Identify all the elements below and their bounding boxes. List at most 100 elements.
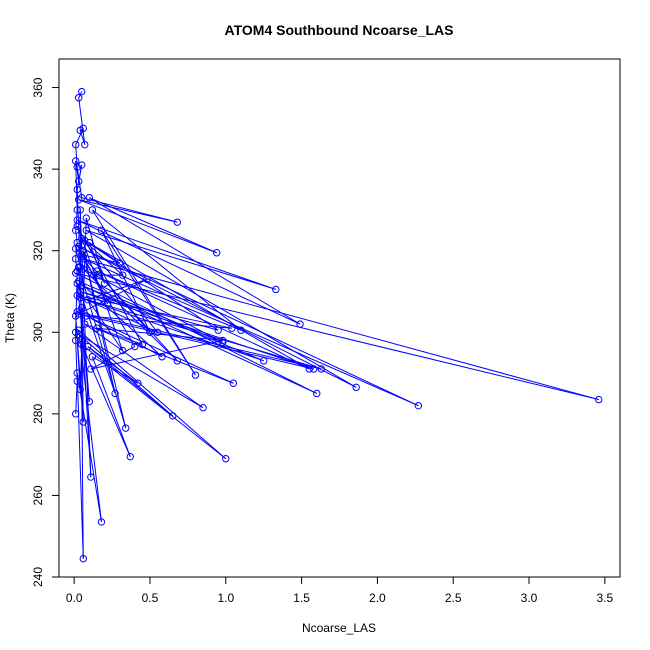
x-tick-label: 1.5 [293,591,310,605]
data-point [88,206,97,214]
data-point [71,157,80,165]
series-line-segment [78,313,314,370]
series-line-segment [81,344,131,457]
data-point [79,253,87,261]
series-line-segment [77,311,322,370]
series-line-segment [75,160,78,210]
series-line-segment [89,197,217,254]
data-point [212,249,221,257]
chart-title: ATOM4 Southbound Ncoarse_LAS [225,22,454,38]
series-line-segment [81,238,124,276]
data-point [79,124,87,133]
series-line-segment [87,278,148,301]
series-line-segment [92,209,242,331]
data-point [259,357,268,365]
data-point [73,308,81,316]
data-point [82,226,90,235]
series-line-segment [86,315,163,358]
data-point [73,279,81,288]
data-point [237,326,245,334]
data-point [71,336,80,345]
x-tick-label: 1.0 [217,591,234,605]
data-point [75,196,83,204]
data-point [219,336,227,345]
x-axis: 0.0 0.5 1.0 1.5 2.0 2.5 3.0 3.5 [66,576,614,605]
series-line-segment [87,346,139,384]
y-tick-label: 300 [31,322,45,342]
x-axis-label: Ncoarse_LAS [302,621,376,635]
data-point [272,285,280,294]
data-point [173,218,181,226]
data-point [85,193,94,202]
data-point [75,277,83,285]
x-tick-label: 2.5 [445,591,462,605]
data-point [88,353,97,361]
series-line-segment [75,230,78,243]
data-point [310,365,318,373]
series-line-segment [75,381,78,414]
data-point [73,238,81,247]
data-point [173,357,181,365]
series-line-segment [101,230,151,333]
data-point [73,377,81,385]
data-point [219,338,227,347]
data-point [87,365,95,373]
data-point [85,397,94,406]
data-point [75,94,83,102]
series-line-segment [77,295,232,329]
data-point [90,271,98,279]
series-line-segment [83,258,599,401]
data-point [71,328,80,336]
data-point [111,389,119,398]
data-point [71,140,80,149]
data-point [191,371,200,379]
data-point [79,418,87,426]
data-point [131,342,139,351]
series-layer [71,87,603,563]
data-point [73,369,81,377]
y-tick-label: 260 [31,485,45,505]
data-point [75,310,83,318]
x-tick-label: 3.5 [596,591,613,605]
series-line-segment [81,238,158,333]
data-point [317,365,326,373]
data-point [134,379,142,387]
series-line-segment [76,167,83,198]
data-point [228,324,236,332]
data-point [169,412,177,420]
data-point [146,328,154,336]
series-line-segment [101,230,196,376]
series-line-segment [75,272,599,401]
data-point [103,300,112,308]
data-point [100,279,109,288]
y-tick-label: 340 [31,159,45,179]
series-line-segment [78,280,163,358]
series-line-segment [90,346,136,370]
data-point [414,401,423,410]
series-line-segment [82,268,178,362]
series-line-segment [75,248,178,362]
series-line-segment [91,356,131,457]
data-point [122,424,130,432]
series-line-segment [93,274,108,304]
data-point [352,383,360,392]
series-line-segment [79,218,87,390]
series-line-segment [75,144,78,168]
series-line-segment [78,199,217,254]
data-point [143,275,151,283]
series-line-segment [92,356,139,384]
data-point [222,455,230,463]
data-point [73,222,81,230]
data-point [97,518,106,526]
x-tick-label: 3.0 [521,591,538,605]
data-point [199,404,207,412]
series-line-segment [96,270,242,331]
data-point [78,234,86,243]
y-tick-label: 240 [31,567,45,587]
series-line-segment [81,344,227,460]
data-point [138,340,147,349]
data-point [82,214,90,222]
series-line-segment [84,240,219,331]
series-line-segment [87,346,174,417]
